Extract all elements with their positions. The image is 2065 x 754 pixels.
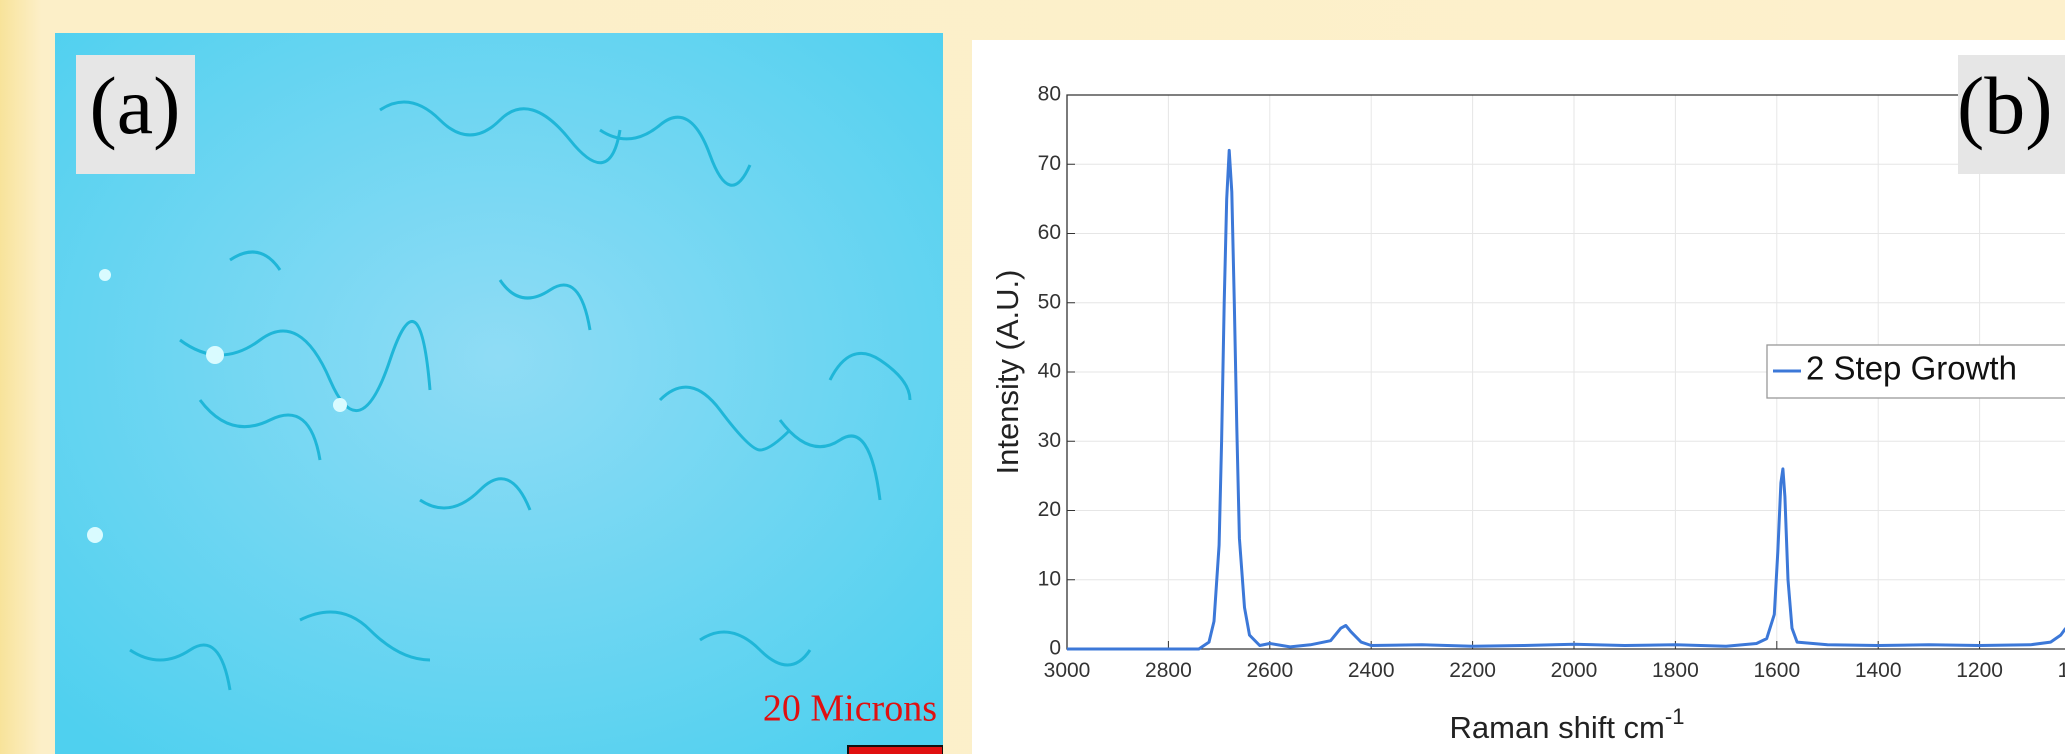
micrograph-image <box>55 33 943 754</box>
legend-box <box>1766 344 2065 399</box>
chart: 0 10 20 30 40 50 60 70 80 3000 2800 2600 2400 2200 200… <box>990 55 2065 745</box>
bright-spots <box>87 269 347 543</box>
axis-frame <box>1066 94 2065 650</box>
x-axis-label-superscript: -1 <box>1665 704 1685 729</box>
y-tick-label: 70 <box>1038 152 1061 175</box>
scale-bar-label: 20 Microns <box>763 688 937 730</box>
flakes <box>118 100 912 691</box>
x-tick-label: 1200 <box>1956 659 2003 682</box>
y-tick-label: 40 <box>1038 360 1061 383</box>
y-axis-label: Intensity (A.U.) <box>990 270 1025 475</box>
x-tick-label: 2200 <box>1449 659 1496 682</box>
x-tick-label: 1600 <box>1753 659 1800 682</box>
panel-label: (a) <box>89 60 180 151</box>
y-tick-label: 50 <box>1038 290 1061 313</box>
scale-bar <box>847 745 943 754</box>
panel-label-box <box>1958 55 2065 174</box>
panel-label-box <box>76 55 195 174</box>
y-tick-label: 80 <box>1038 83 1061 106</box>
x-tick-label: 1400 <box>1855 659 1902 682</box>
panel-label: (b) <box>1957 60 2053 151</box>
y-tick-label: 10 <box>1038 567 1061 590</box>
legend-label: 2 Step Growth <box>1806 350 2017 387</box>
y-tick-label: 0 <box>1049 637 1061 660</box>
y-tick-label: 60 <box>1038 221 1061 244</box>
x-tick-label: 3000 <box>1044 659 1091 682</box>
x-axis-label-text: Raman shift cm <box>1450 710 1665 745</box>
micrograph <box>55 33 943 754</box>
x-tick-label: 2600 <box>1246 659 1293 682</box>
x-tick-label: 1000 <box>2058 659 2065 682</box>
x-tick-label: 1800 <box>1652 659 1699 682</box>
x-tick-label: 2400 <box>1348 659 1395 682</box>
x-tick-label: 2000 <box>1551 659 1598 682</box>
x-axis-label: Raman shift cm-1 <box>1450 704 1685 745</box>
x-tick-label: 2800 <box>1145 659 1192 682</box>
y-tick-label: 20 <box>1038 498 1061 521</box>
series-line <box>1067 148 2065 651</box>
y-tick-label: 30 <box>1038 429 1061 452</box>
